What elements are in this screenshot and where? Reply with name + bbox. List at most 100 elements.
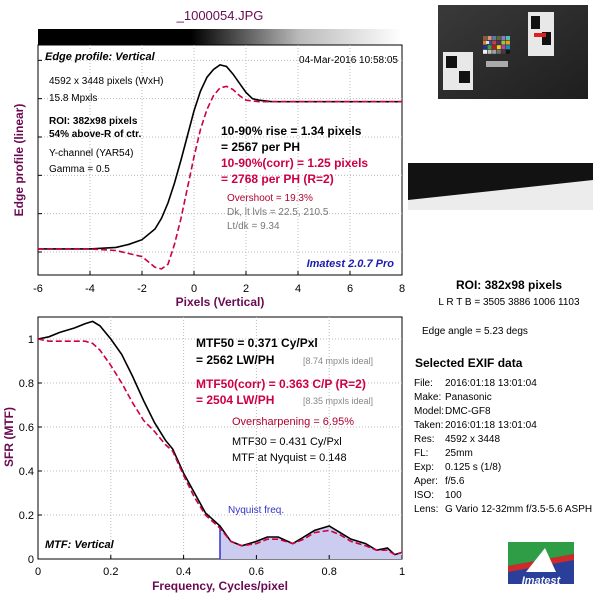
chart-thumbnail (438, 5, 588, 99)
color-patch (487, 45, 492, 50)
mtf50-corr-lw-value: = 2504 LW/PH (196, 393, 274, 407)
exif-label: Model: (414, 406, 444, 417)
dark-light-levels: Dk, lt lvls = 22.5, 210.5 (227, 207, 329, 218)
edge-x-tick-label: -6 (33, 283, 43, 295)
exif-label: File: (414, 378, 433, 389)
exif-label: Aper: (414, 476, 438, 487)
mtf30-value: MTF30 = 0.431 Cy/Pxl (232, 436, 342, 448)
edge-x-tick-label: 2 (243, 283, 249, 295)
exif-label: Res: (414, 434, 435, 445)
edge-series-corrected (38, 85, 402, 270)
exif-label: Make: (414, 392, 441, 403)
exif-value: DMC-GF8 (445, 406, 491, 417)
nyquist-area (220, 526, 402, 559)
mtf-y-tick-label: 0.8 (19, 378, 34, 390)
exif-title: Selected EXIF data (415, 356, 523, 370)
mtf50-ideal: [8.74 mpxls ideal] (303, 356, 373, 366)
mtf-y-tick-label: 0.2 (19, 510, 34, 522)
light-dark-ratio: Lt/dk = 9.34 (227, 221, 280, 232)
color-patch (506, 36, 510, 40)
mtf50-lw-value: = 2562 LW/PH (196, 353, 274, 367)
exif-value: f/5.6 (445, 476, 465, 487)
oversharpening-value: Oversharpening = 6.95% (232, 416, 354, 428)
edge-plot-ylabel: Edge profile (linear) (12, 104, 26, 217)
exif-value: G Vario 12-32mm f/3.5-5.6 ASPH (445, 504, 592, 515)
edge-x-tick-label: 0 (191, 283, 197, 295)
mtf-y-tick-label: 0 (28, 554, 34, 566)
exif-value: 100 (445, 490, 462, 501)
version-label: Imatest 2.0.7 Pro (307, 258, 395, 270)
mtf-x-tick-label: 0 (35, 566, 41, 578)
mtf-x-tick-label: 0.6 (249, 566, 264, 578)
exif-value: 2016:01:18 13:01:04 (445, 420, 537, 431)
mtf-plot: 0 0.2 0.4 0.6 0.8 1 0 0.2 0.4 0.6 0.8 1 MTF50 = 0.3… (19, 316, 405, 578)
color-patch (483, 45, 487, 50)
roi-lrtb: L R T B = 3505 3886 1006 1103 (438, 297, 580, 308)
exif-label: Exp: (414, 462, 434, 473)
color-patch (506, 49, 510, 54)
imatest-logo: Imatest (508, 542, 574, 587)
roi-title: ROI: 382x98 pixels (456, 278, 562, 292)
mtf-plot-series (37, 320, 403, 556)
rise-ph-value: = 2567 per PH (221, 140, 300, 154)
edge-profile-plot: -6 -4 -2 0 2 4 6 8 Edge profile: Vertical 04-Ma… (33, 44, 405, 295)
mtf-plot-xlabel: Frequency, Cycles/pixel (152, 579, 288, 593)
exif-value: Panasonic (445, 392, 492, 403)
color-patch (501, 40, 506, 45)
exif-list: File: 2016:01:18 13:01:04 Make: PanasonicMo… (414, 378, 592, 515)
color-patch (496, 40, 501, 45)
mtf-y-tick-label: 1 (28, 334, 34, 346)
exif-label: FL: (414, 448, 428, 459)
edge-plot-ticks: -6 -4 -2 0 2 4 6 8 (33, 59, 405, 295)
rise-corr-value: 10-90%(corr) = 1.25 pixels (221, 156, 368, 170)
exif-label: ISO: (414, 490, 434, 501)
edge-roi-crop (408, 163, 593, 210)
mtf-x-tick-label: 1 (399, 566, 405, 578)
logo-text: Imatest (522, 575, 562, 587)
color-patch (506, 40, 510, 45)
color-patch (483, 40, 487, 45)
edge-x-tick-label: 6 (347, 283, 353, 295)
color-patch (487, 40, 492, 45)
edge-gradient-strip (38, 29, 402, 45)
mtf-x-tick-label: 0.8 (322, 566, 337, 578)
color-patch (496, 36, 501, 40)
mtf-series-measured (37, 320, 403, 556)
mtf-x-tick-label: 0.2 (103, 566, 118, 578)
mtf-plot-grid (38, 317, 402, 559)
exif-value: 4592 x 3448 (445, 434, 500, 445)
mtf-y-tick-label: 0.4 (19, 466, 34, 478)
mtf-plot-frame (37, 316, 403, 560)
mtf50-corr-ideal: [8.35 mpxls ideal] (303, 396, 373, 406)
mtf50-corr-value: MTF50(corr) = 0.363 C/P (R=2) (196, 377, 366, 391)
edge-x-tick-label: -2 (137, 283, 147, 295)
edge-plot-xlabel: Pixels (Vertical) (176, 295, 265, 309)
color-patch (496, 49, 501, 54)
exif-value: 2016:01:18 13:01:04 (445, 378, 537, 389)
exif-value: 25mm (445, 448, 473, 459)
info-mpxls: 15.8 Mpxls (49, 93, 97, 104)
color-patch (487, 36, 492, 40)
rise-corr-ph-value: = 2768 per PH (R=2) (221, 172, 334, 186)
nyquist-region (219, 526, 402, 559)
overshoot-value: Overshoot = 19.3% (227, 193, 313, 204)
mtf-nyquist-value: MTF at Nyquist = 0.148 (232, 452, 347, 464)
color-patch (492, 49, 497, 54)
color-patch (501, 49, 506, 54)
color-patch (492, 45, 497, 50)
mtf-plot-title: MTF: Vertical (45, 539, 115, 551)
mtf-plot-ylabel: SFR (MTF) (2, 407, 16, 467)
color-patch (496, 45, 501, 50)
exif-label: Taken: (414, 420, 443, 431)
edge-plot-frame (37, 44, 403, 276)
info-gamma: Gamma = 0.5 (49, 164, 110, 175)
info-roi: ROI: 382x98 pixels (49, 116, 138, 127)
color-patch (483, 49, 487, 54)
color-patch (492, 40, 497, 45)
edge-plot-timestamp: 04-Mar-2016 10:58:05 (299, 55, 398, 66)
color-patch (483, 36, 487, 40)
edge-plot-title: Edge profile: Vertical (45, 51, 156, 63)
info-image-size: 4592 x 3448 pixels (WxH) (49, 76, 164, 87)
edge-angle: Edge angle = 5.23 degs (422, 326, 528, 337)
